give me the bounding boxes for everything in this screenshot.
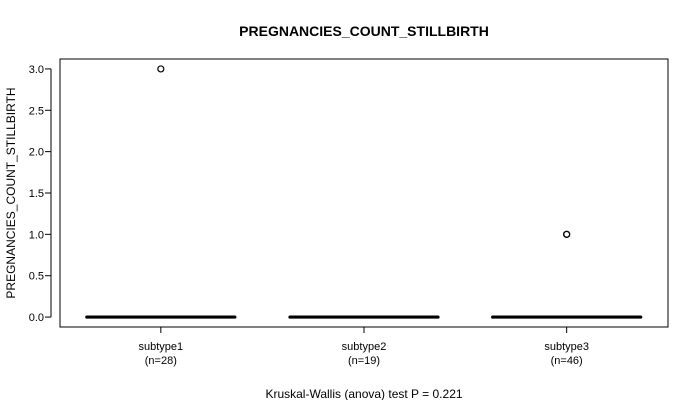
x-tick-label: subtype2	[342, 341, 387, 353]
y-tick-label: 2.0	[29, 147, 44, 159]
y-tick-label: 2.5	[29, 105, 44, 117]
y-axis: 0.0 0.5 1.0 1.5 2.0 2.5 3.0	[29, 64, 52, 324]
x-tick-label: subtype3	[544, 341, 589, 353]
y-tick-label: 1.0	[29, 229, 44, 241]
outlier-point-subtype1	[157, 65, 165, 73]
y-tick-label: 0.0	[29, 312, 44, 324]
chart-title: PREGNANCIES_COUNT_STILLBIRTH	[239, 23, 489, 39]
y-tick-label: 3.0	[29, 64, 44, 76]
x-tick-count-label: (n=46)	[551, 355, 583, 367]
x-tick-count-label: (n=19)	[348, 355, 380, 367]
y-tick-label: 0.5	[29, 271, 44, 283]
outlier-point-subtype3	[563, 230, 571, 238]
box-series	[85, 65, 643, 319]
test-result-note: Kruskal-Wallis (anova) test P = 0.221	[265, 387, 462, 400]
x-tick-label: subtype1	[139, 341, 184, 353]
x-tick-count-label: (n=28)	[145, 355, 177, 367]
x-axis: subtype1 (n=28) subtype2 (n=19) subtype3 (n=4…	[139, 326, 589, 367]
plot-frame	[59, 58, 669, 328]
y-tick-label: 1.5	[29, 188, 44, 200]
y-axis-label: PREGNANCIES_COUNT_STILLBIRTH	[4, 87, 18, 298]
